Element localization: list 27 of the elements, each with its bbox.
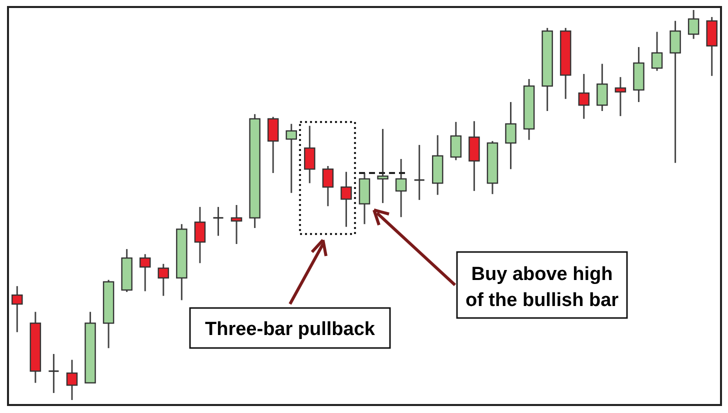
candlestick	[395, 158, 407, 218]
annotation: Three-bar pullback	[205, 319, 376, 340]
candlestick	[230, 204, 242, 245]
candlestick	[66, 359, 78, 401]
candlestick	[596, 63, 608, 112]
candlestick	[414, 144, 426, 201]
candlestick	[304, 125, 316, 184]
candlestick	[670, 20, 681, 164]
candlestick	[267, 116, 279, 174]
candlestick	[139, 253, 151, 292]
candlestick	[450, 121, 462, 161]
candlestick	[614, 76, 626, 117]
candlestick	[158, 263, 170, 297]
candlestick	[651, 31, 663, 72]
candlestick	[377, 128, 388, 204]
candlestick	[340, 171, 352, 228]
candlestick	[12, 285, 23, 333]
candlestick	[688, 9, 700, 40]
candlestick	[212, 206, 224, 237]
candlestick	[322, 165, 334, 207]
annotation: Buy above high of the bullish bar	[465, 264, 620, 311]
candlestick	[578, 73, 590, 120]
candlestick	[468, 120, 480, 192]
candlestick	[48, 353, 60, 394]
candlestick	[505, 101, 516, 170]
candlestick	[286, 123, 297, 194]
candlestick	[194, 206, 206, 264]
